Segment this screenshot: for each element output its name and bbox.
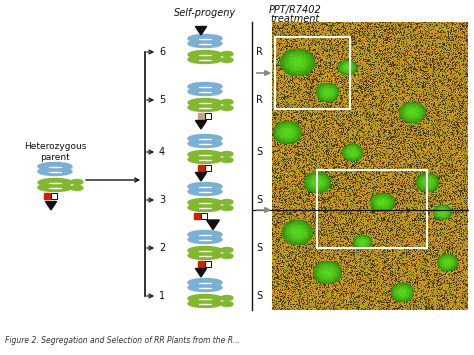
- Ellipse shape: [188, 230, 222, 239]
- Bar: [194, 213, 200, 219]
- Text: S: S: [256, 291, 262, 301]
- Bar: [198, 113, 204, 119]
- Bar: [198, 261, 204, 267]
- Ellipse shape: [38, 168, 72, 175]
- Text: Self-progeny: Self-progeny: [174, 8, 236, 18]
- Bar: [51, 193, 57, 199]
- Bar: [201, 213, 207, 219]
- Ellipse shape: [221, 295, 233, 300]
- Ellipse shape: [188, 87, 222, 95]
- Polygon shape: [195, 268, 207, 277]
- Text: 5: 5: [159, 95, 165, 105]
- Ellipse shape: [188, 198, 222, 207]
- Ellipse shape: [188, 151, 222, 158]
- Ellipse shape: [188, 284, 222, 291]
- Polygon shape: [195, 27, 207, 35]
- Ellipse shape: [188, 55, 222, 64]
- Ellipse shape: [188, 82, 222, 91]
- Text: treatment: treatment: [270, 14, 319, 24]
- Text: Heterozygous
parent: Heterozygous parent: [24, 142, 86, 162]
- Ellipse shape: [221, 200, 233, 204]
- Bar: [198, 165, 204, 171]
- Bar: [205, 113, 211, 119]
- Polygon shape: [207, 220, 219, 230]
- Bar: [205, 261, 211, 267]
- Text: S: S: [256, 195, 262, 205]
- Bar: [205, 165, 211, 171]
- Text: R: R: [256, 47, 263, 57]
- Ellipse shape: [221, 152, 233, 157]
- Ellipse shape: [188, 104, 222, 111]
- Text: Figure 2. Segregation and Selection of RR Plants from the R...: Figure 2. Segregation and Selection of R…: [5, 336, 240, 345]
- Ellipse shape: [221, 158, 233, 163]
- Text: PPT/R7402: PPT/R7402: [269, 5, 321, 15]
- Ellipse shape: [221, 247, 233, 252]
- Text: S: S: [256, 147, 262, 157]
- Text: 3: 3: [159, 195, 165, 205]
- Ellipse shape: [71, 186, 83, 191]
- Ellipse shape: [188, 135, 222, 142]
- Polygon shape: [195, 173, 207, 181]
- Ellipse shape: [188, 300, 222, 307]
- Ellipse shape: [188, 182, 222, 191]
- Text: 1: 1: [159, 291, 165, 301]
- Ellipse shape: [188, 39, 222, 48]
- Text: 2: 2: [159, 243, 165, 253]
- Ellipse shape: [221, 206, 233, 211]
- Ellipse shape: [221, 105, 233, 110]
- Ellipse shape: [188, 50, 222, 59]
- Ellipse shape: [188, 235, 222, 244]
- Ellipse shape: [221, 301, 233, 306]
- Ellipse shape: [188, 203, 222, 212]
- Ellipse shape: [221, 253, 233, 258]
- Ellipse shape: [221, 58, 233, 62]
- Ellipse shape: [188, 279, 222, 286]
- Text: S: S: [256, 243, 262, 253]
- Ellipse shape: [221, 99, 233, 104]
- Polygon shape: [46, 202, 56, 210]
- Text: R: R: [256, 95, 263, 105]
- Ellipse shape: [71, 180, 83, 185]
- Ellipse shape: [38, 184, 72, 191]
- Ellipse shape: [188, 34, 222, 43]
- Ellipse shape: [221, 51, 233, 56]
- Bar: [275, 37, 350, 109]
- Ellipse shape: [188, 246, 222, 255]
- Ellipse shape: [188, 155, 222, 164]
- Text: 4: 4: [159, 147, 165, 157]
- Ellipse shape: [188, 295, 222, 302]
- Ellipse shape: [188, 251, 222, 260]
- Bar: [317, 170, 427, 248]
- Ellipse shape: [38, 179, 72, 186]
- Ellipse shape: [188, 140, 222, 147]
- Bar: [44, 193, 50, 199]
- Ellipse shape: [188, 187, 222, 196]
- Polygon shape: [195, 120, 207, 129]
- Ellipse shape: [188, 98, 222, 106]
- Text: 6: 6: [159, 47, 165, 57]
- Ellipse shape: [38, 163, 72, 170]
